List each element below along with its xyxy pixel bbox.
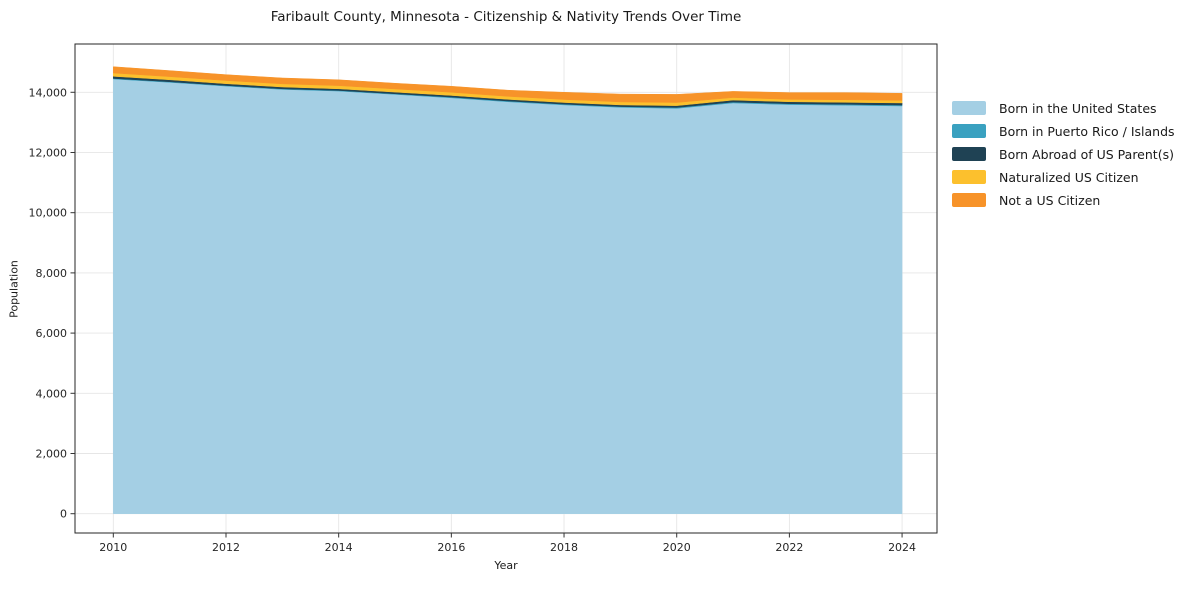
legend-item: Born in Puerto Rico / Islands [952,123,1175,139]
y-tick-label: 14,000 [29,86,68,99]
y-tick-label: 10,000 [29,207,68,220]
legend-item: Born Abroad of US Parent(s) [952,146,1175,162]
y-tick-label: 2,000 [36,448,68,461]
legend-item: Not a US Citizen [952,192,1175,208]
chart-title: Faribault County, Minnesota - Citizenshi… [270,9,742,25]
legend: Born in the United States Born in Puerto … [952,101,1175,216]
x-tick-label: 2022 [775,541,803,554]
area-series [113,66,903,103]
legend-label: Born in Puerto Rico / Islands [999,123,1175,139]
legend-item: Naturalized US Citizen [952,169,1175,185]
y-tick-label: 8,000 [36,267,68,280]
x-tick-label: 2024 [888,541,916,554]
y-tick-label: 0 [60,508,67,521]
legend-swatch [952,193,986,207]
x-tick-label: 2016 [437,541,465,554]
legend-label: Born in the United States [999,100,1157,116]
x-tick-label: 2014 [325,541,353,554]
y-tick-label: 4,000 [36,387,68,400]
legend-item: Born in the United States [952,100,1175,116]
x-tick-label: 2010 [99,541,127,554]
area-series [113,78,903,514]
legend-label: Born Abroad of US Parent(s) [999,146,1174,162]
legend-swatch [952,101,986,115]
legend-swatch [952,170,986,184]
x-axis-label: Year [494,559,518,572]
legend-swatch [952,147,986,161]
legend-label: Naturalized US Citizen [999,169,1139,185]
y-tick-label: 12,000 [29,146,68,159]
legend-swatch [952,124,986,138]
x-tick-label: 2018 [550,541,578,554]
x-tick-label: 2020 [663,541,691,554]
y-tick-label: 6,000 [36,327,68,340]
x-tick-label: 2012 [212,541,240,554]
legend-label: Not a US Citizen [999,192,1101,208]
plot-border [74,43,938,534]
y-axis-label: Population [7,260,21,318]
